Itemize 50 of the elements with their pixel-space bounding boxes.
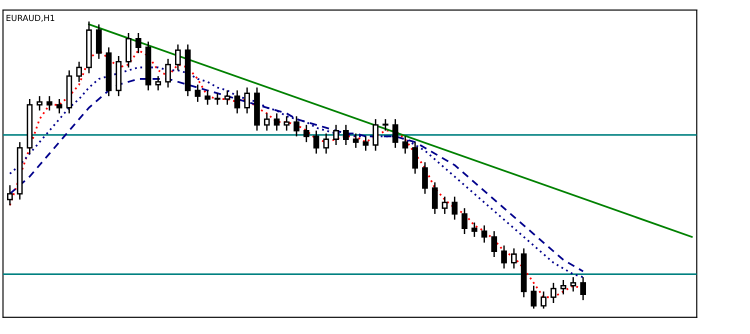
candlestick — [501, 244, 507, 270]
candlestick — [126, 32, 132, 68]
candlestick — [392, 118, 398, 149]
candlestick — [165, 58, 171, 88]
candlestick — [382, 118, 388, 132]
candlestick — [560, 279, 566, 296]
candlestick — [333, 124, 339, 146]
candlestick — [284, 116, 290, 132]
candlestick — [244, 86, 250, 114]
candlestick — [372, 118, 378, 152]
candlestick — [462, 207, 468, 235]
candlestick — [323, 132, 330, 154]
candlestick — [96, 24, 102, 60]
candlestick — [264, 112, 270, 132]
candlestick — [76, 61, 82, 83]
candlestick — [491, 230, 498, 258]
candlestick — [530, 285, 537, 310]
candlestick — [7, 184, 13, 206]
candlestick — [274, 112, 280, 132]
candlestick — [481, 224, 488, 244]
candlestick — [422, 162, 428, 195]
candlestick — [36, 95, 42, 112]
candlestick — [511, 248, 517, 270]
candlestick — [452, 196, 458, 220]
candlestick — [442, 196, 448, 215]
candlestick — [471, 222, 478, 238]
candlestick — [540, 290, 546, 310]
candlestick — [204, 90, 210, 106]
candlestick — [224, 90, 230, 106]
candlestick — [46, 95, 52, 112]
candlestick — [432, 182, 438, 215]
candlestick — [56, 98, 62, 114]
candlestick — [343, 124, 349, 146]
candlestick — [234, 90, 240, 114]
candlestick — [175, 44, 181, 72]
candlestick — [155, 75, 162, 92]
candlestick — [294, 116, 300, 138]
candlestick — [352, 132, 359, 149]
candlestick — [214, 92, 220, 106]
candlestick — [580, 276, 586, 301]
candlestick — [550, 282, 556, 304]
candlestick — [303, 124, 310, 143]
candlestick — [194, 84, 201, 103]
candlestick — [313, 130, 320, 154]
candlestick — [135, 32, 142, 54]
candlestick — [402, 136, 408, 154]
candlestick — [570, 276, 576, 292]
candlestick — [412, 141, 418, 174]
chart-title: EURAUD,H1 — [6, 14, 54, 22]
candlestick — [362, 136, 369, 152]
